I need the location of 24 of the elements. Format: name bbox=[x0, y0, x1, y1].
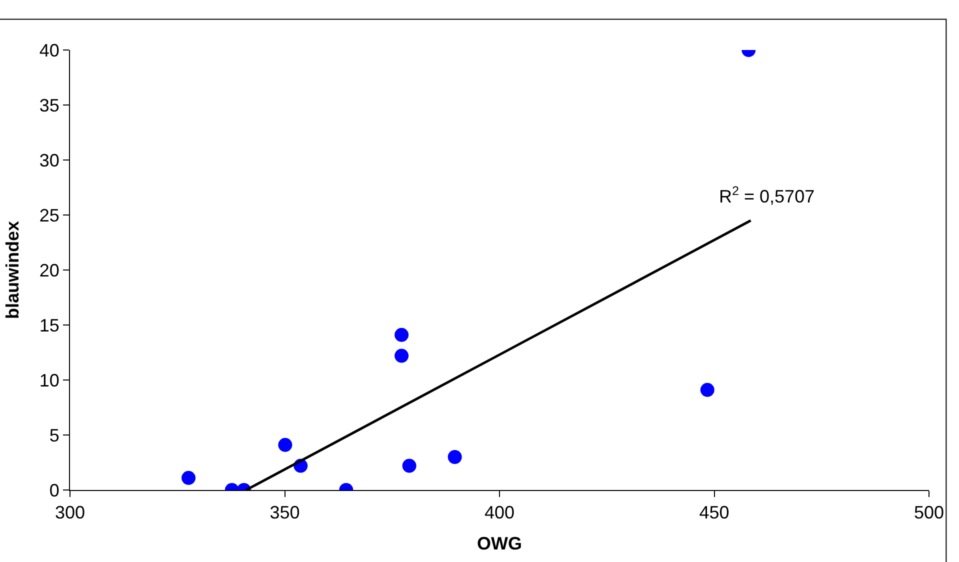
x-axis-title: OWG bbox=[477, 534, 522, 554]
y-tick-label: 0 bbox=[49, 480, 60, 500]
x-tick-label: 300 bbox=[54, 502, 86, 523]
y-tick-label: 20 bbox=[39, 260, 60, 280]
annotation: R$^{2}$ = 0,5707 bbox=[719, 184, 815, 207]
point bbox=[394, 348, 409, 363]
x-tick-label: 400 bbox=[484, 502, 515, 523]
y-tick-label: 10 bbox=[39, 370, 60, 390]
y-tick-label: 35 bbox=[39, 95, 60, 116]
point bbox=[700, 382, 714, 397]
y-tick-label: 5 bbox=[49, 425, 60, 446]
point bbox=[402, 458, 416, 473]
point bbox=[278, 438, 292, 452]
point bbox=[182, 470, 196, 485]
y-tick-label: 15 bbox=[39, 315, 60, 336]
point bbox=[394, 328, 409, 342]
y-axis-title: blauwindex bbox=[2, 220, 23, 320]
x-tick-label: 450 bbox=[699, 502, 730, 523]
x-tick-label: 500 bbox=[914, 502, 944, 523]
y-tick-label: 25 bbox=[39, 205, 60, 226]
x-tick-label: 350 bbox=[270, 502, 300, 523]
y-tick-label: 40 bbox=[39, 40, 60, 60]
point bbox=[448, 450, 462, 464]
y-tick-label: 30 bbox=[39, 150, 60, 170]
